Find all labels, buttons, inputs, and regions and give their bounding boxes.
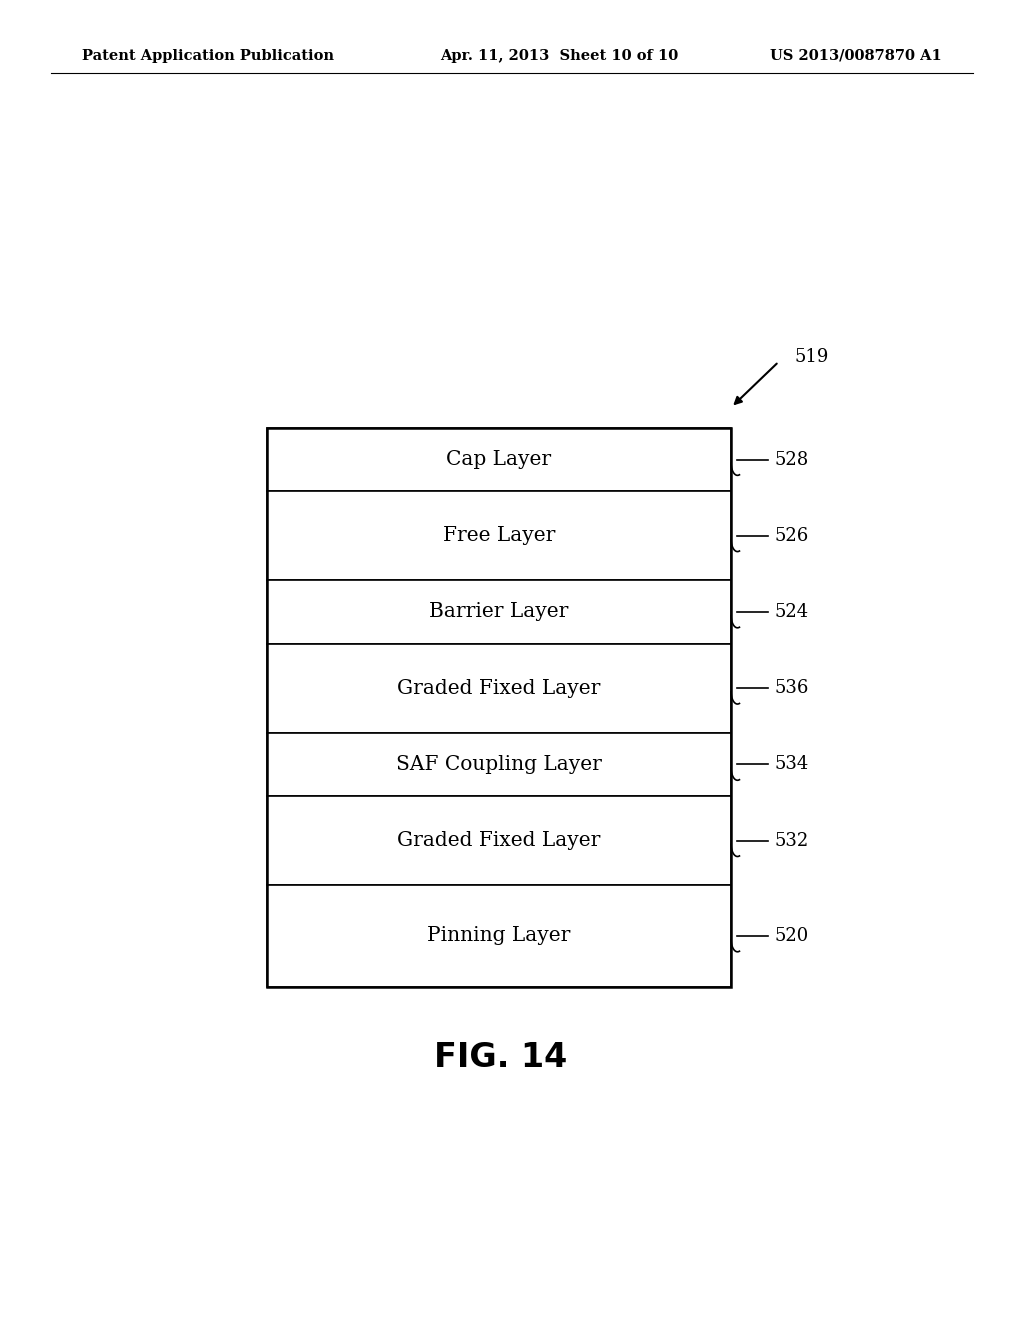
Text: 520: 520 [775,927,809,945]
Text: 524: 524 [775,603,809,620]
Text: Graded Fixed Layer: Graded Fixed Layer [397,832,601,850]
Text: Patent Application Publication: Patent Application Publication [82,49,334,63]
Bar [267,581,731,644]
Text: 526: 526 [775,527,809,545]
Text: US 2013/0087870 A1: US 2013/0087870 A1 [770,49,942,63]
Text: 536: 536 [775,680,809,697]
Text: Pinning Layer: Pinning Layer [427,927,570,945]
Bar [267,428,731,491]
Bar [267,796,731,886]
Bar [267,644,731,733]
Bar [267,733,731,796]
Bar [267,886,731,987]
Text: 534: 534 [775,755,809,774]
Text: Barrier Layer: Barrier Layer [429,602,568,622]
Text: Apr. 11, 2013  Sheet 10 of 10: Apr. 11, 2013 Sheet 10 of 10 [440,49,679,63]
Text: 532: 532 [775,832,809,850]
Bar [267,428,731,987]
Text: Cap Layer: Cap Layer [446,450,552,469]
Text: 519: 519 [795,347,829,366]
Text: FIG. 14: FIG. 14 [434,1041,567,1074]
Text: Graded Fixed Layer: Graded Fixed Layer [397,678,601,698]
Bar [267,491,731,581]
Text: Free Layer: Free Layer [442,527,555,545]
Text: SAF Coupling Layer: SAF Coupling Layer [396,755,602,774]
Text: 528: 528 [775,450,809,469]
